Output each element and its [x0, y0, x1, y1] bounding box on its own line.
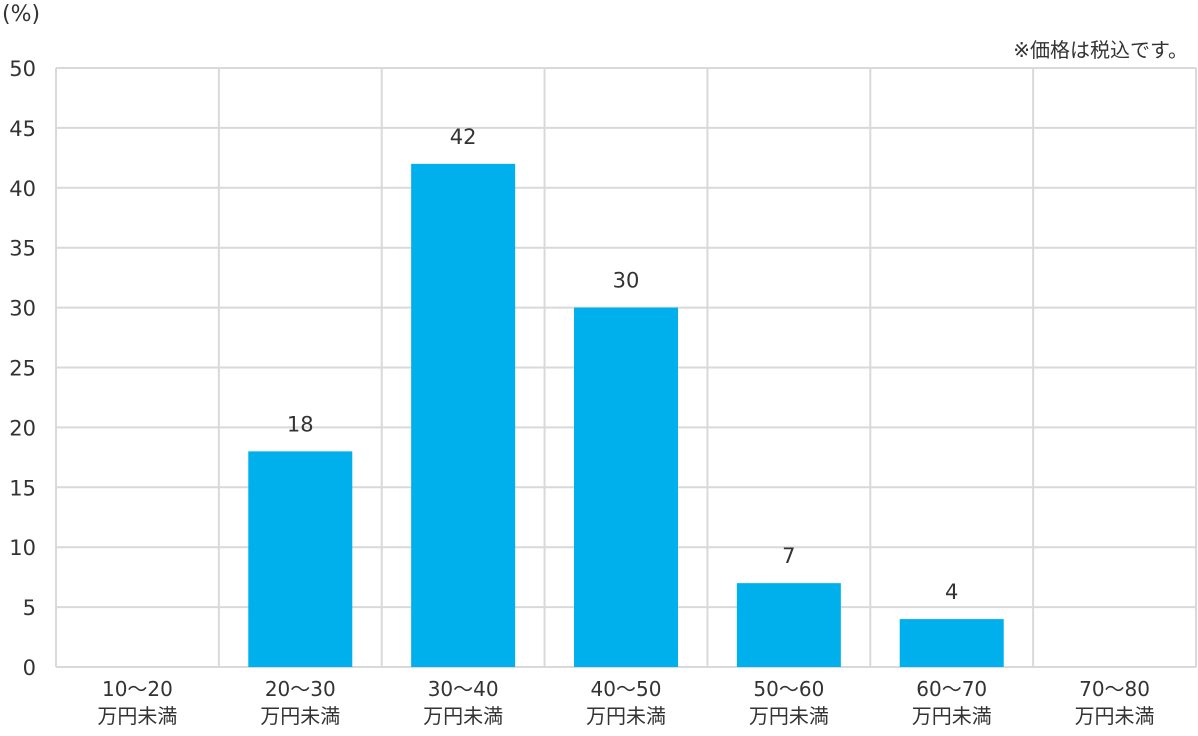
- bar: [736, 583, 841, 667]
- y-tick-label: 20: [9, 416, 36, 440]
- x-tick-label: 万円未満: [1075, 704, 1155, 728]
- price-note: ※価格は税込です。: [1013, 38, 1188, 62]
- x-tick-label: 万円未満: [260, 704, 340, 728]
- y-tick-label: 45: [9, 117, 36, 141]
- bar: [899, 619, 1004, 667]
- bar: [411, 163, 516, 667]
- data-label: 4: [945, 580, 958, 604]
- y-tick-label: 15: [9, 476, 36, 500]
- y-tick-label: 50: [9, 57, 36, 81]
- bar: [574, 307, 678, 667]
- y-tick-label: 5: [23, 596, 36, 620]
- bar-layer: [248, 163, 1004, 667]
- y-unit-label: (%): [2, 2, 41, 27]
- data-label: 30: [613, 269, 640, 293]
- data-label: 18: [287, 412, 314, 436]
- data-label: 7: [782, 544, 795, 568]
- x-tick-label: 万円未満: [423, 704, 503, 728]
- x-tick-label: 万円未満: [912, 704, 992, 728]
- x-tick-label: 万円未満: [586, 704, 666, 728]
- label-layer: 0 5 10 15 20 25 30 35 40 45 50 10～20 万円未満 18 20～30 万円未満…: [9, 57, 1154, 728]
- x-tick-label: 20～30: [265, 677, 336, 701]
- x-tick-label: 60～70: [916, 677, 987, 701]
- x-tick-label: 30～40: [428, 677, 499, 701]
- data-label: 42: [450, 125, 477, 149]
- x-tick-label: 50～60: [753, 677, 824, 701]
- x-tick-label: 40～50: [591, 677, 662, 701]
- y-tick-label: 30: [9, 297, 36, 321]
- x-tick-label: 10～20: [102, 677, 173, 701]
- x-tick-label: 万円未満: [749, 704, 829, 728]
- y-tick-label: 35: [9, 237, 36, 261]
- x-tick-label: 万円未満: [97, 704, 177, 728]
- x-tick-label: 70～80: [1079, 677, 1150, 701]
- y-tick-label: 25: [9, 357, 36, 381]
- y-tick-label: 10: [9, 536, 36, 560]
- y-tick-label: 40: [9, 177, 36, 201]
- y-tick-label: 0: [23, 656, 36, 680]
- bar: [248, 451, 353, 667]
